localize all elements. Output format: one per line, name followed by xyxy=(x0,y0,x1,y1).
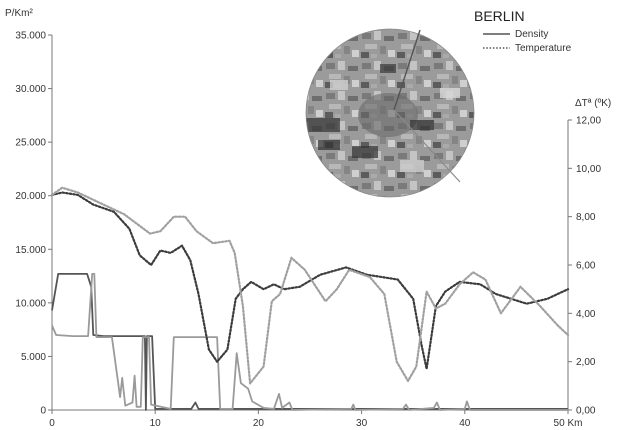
chart-title: BERLIN xyxy=(474,8,525,24)
legend: Density Temperature xyxy=(483,29,572,54)
series-layer xyxy=(50,186,570,411)
left-axis-unit: P/Km² xyxy=(5,8,33,19)
x-tick-label: 10 xyxy=(150,418,162,429)
left-axis-ticks: 0 5.000 10.000 15.000 20.000 25.000 30.000 35.0… xyxy=(15,31,52,417)
right-tick-label: 6,00 xyxy=(576,261,596,272)
series-line-density-0 xyxy=(51,273,568,411)
left-tick-label: 0 xyxy=(40,406,46,417)
satellite-map-inset xyxy=(305,28,475,198)
x-tick-label: 0 xyxy=(49,418,55,429)
legend-label-density: Density xyxy=(515,29,548,40)
x-tick-label: 30 xyxy=(356,418,368,429)
right-axis-ticks: 0,00 2,00 4,00 6,00 8,00 10,00 12,00 xyxy=(568,116,601,417)
right-tick-label: 8,00 xyxy=(576,212,596,223)
left-tick-label: 15.000 xyxy=(15,245,46,256)
right-tick-label: 0,00 xyxy=(576,406,596,417)
x-axis-ticks: 0 10 20 30 40 50 Km xyxy=(49,410,582,429)
series-line-temperature-2 xyxy=(50,191,570,370)
transect-line xyxy=(393,29,421,111)
left-tick-label: 20.000 xyxy=(15,191,46,202)
left-tick-label: 5.000 xyxy=(21,352,46,363)
x-tick-label: 50 Km xyxy=(554,418,583,429)
x-tick-label: 20 xyxy=(253,418,265,429)
right-axis-unit: ΔTª (ºK) xyxy=(575,98,611,109)
x-tick-label: 40 xyxy=(459,418,471,429)
right-tick-label: 4,00 xyxy=(576,309,596,320)
left-tick-label: 10.000 xyxy=(15,298,46,309)
left-tick-label: 35.000 xyxy=(15,31,46,42)
right-tick-label: 10,00 xyxy=(576,164,601,175)
left-tick-label: 25.000 xyxy=(15,138,46,149)
legend-label-temperature: Temperature xyxy=(515,43,572,54)
left-tick-label: 30.000 xyxy=(15,84,46,95)
series-line-density-1 xyxy=(51,273,568,411)
series-line-temperature-3 xyxy=(50,186,570,385)
right-tick-label: 12,00 xyxy=(576,116,601,127)
right-tick-label: 2,00 xyxy=(576,357,596,368)
transect-line-extension xyxy=(393,109,461,183)
